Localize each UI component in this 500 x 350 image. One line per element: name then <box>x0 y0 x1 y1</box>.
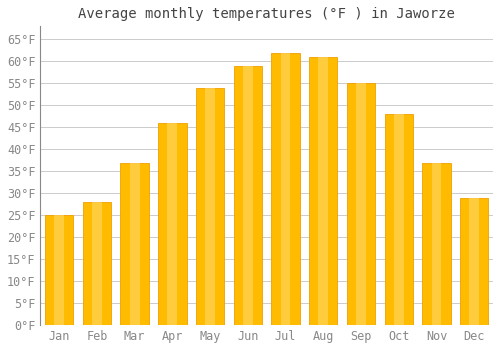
Bar <box>120 162 149 325</box>
Bar <box>45 215 74 325</box>
Bar <box>422 162 450 325</box>
Bar <box>158 123 186 325</box>
Bar <box>347 83 375 325</box>
Bar <box>196 88 224 325</box>
Bar <box>54 215 64 325</box>
Bar <box>384 114 413 325</box>
Bar <box>83 202 111 325</box>
Bar <box>205 88 215 325</box>
Bar <box>234 66 262 325</box>
Bar <box>130 162 140 325</box>
Bar <box>460 198 488 325</box>
Bar <box>168 123 177 325</box>
Bar <box>432 162 442 325</box>
Bar <box>272 52 299 325</box>
Bar <box>309 57 338 325</box>
Bar <box>394 114 404 325</box>
Bar <box>280 52 290 325</box>
Bar <box>243 66 253 325</box>
Bar <box>318 57 328 325</box>
Bar <box>469 198 479 325</box>
Title: Average monthly temperatures (°F ) in Jaworze: Average monthly temperatures (°F ) in Ja… <box>78 7 455 21</box>
Bar <box>92 202 102 325</box>
Bar <box>356 83 366 325</box>
